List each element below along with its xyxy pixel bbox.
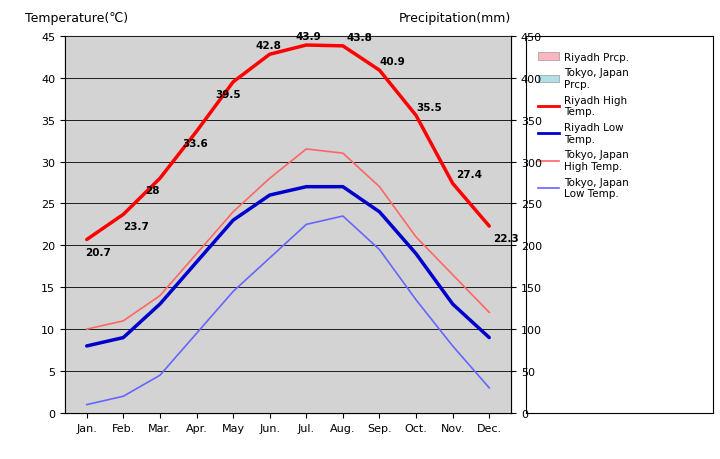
- Text: 23.7: 23.7: [123, 222, 149, 232]
- Bar: [186, 406, 197, 413]
- Bar: [478, 401, 490, 413]
- Bar: [416, 330, 427, 413]
- Bar: [160, 304, 171, 413]
- Text: 42.8: 42.8: [255, 41, 281, 51]
- Bar: [453, 363, 464, 413]
- Text: 43.9: 43.9: [295, 32, 321, 42]
- Bar: [441, 397, 453, 413]
- Bar: [405, 411, 416, 413]
- Bar: [123, 363, 135, 413]
- Bar: [197, 296, 207, 413]
- Text: 40.9: 40.9: [379, 57, 405, 67]
- Bar: [149, 392, 160, 413]
- Bar: [379, 221, 390, 413]
- Text: 22.3: 22.3: [493, 234, 518, 244]
- Legend: Riyadh Prcp., Tokyo, Japan
Prcp., Riyadh High
Temp., Riyadh Low
Temp., Tokyo, Ja: Riyadh Prcp., Tokyo, Japan Prcp., Riyadh…: [534, 50, 632, 202]
- Text: Temperature(℃): Temperature(℃): [24, 12, 127, 25]
- Text: Precipitation(mm): Precipitation(mm): [399, 12, 511, 25]
- Bar: [112, 405, 123, 413]
- Text: 35.5: 35.5: [416, 102, 442, 112]
- Bar: [233, 275, 244, 413]
- Bar: [343, 225, 354, 413]
- Text: 27.4: 27.4: [456, 170, 482, 180]
- Bar: [76, 401, 86, 413]
- Bar: [306, 284, 318, 413]
- Text: 28: 28: [145, 186, 160, 196]
- Text: 20.7: 20.7: [85, 247, 111, 257]
- Bar: [86, 363, 98, 413]
- Text: 43.8: 43.8: [346, 33, 372, 43]
- Text: 33.6: 33.6: [182, 139, 207, 149]
- Bar: [490, 371, 500, 413]
- Bar: [270, 279, 281, 413]
- Text: 39.5: 39.5: [215, 90, 240, 100]
